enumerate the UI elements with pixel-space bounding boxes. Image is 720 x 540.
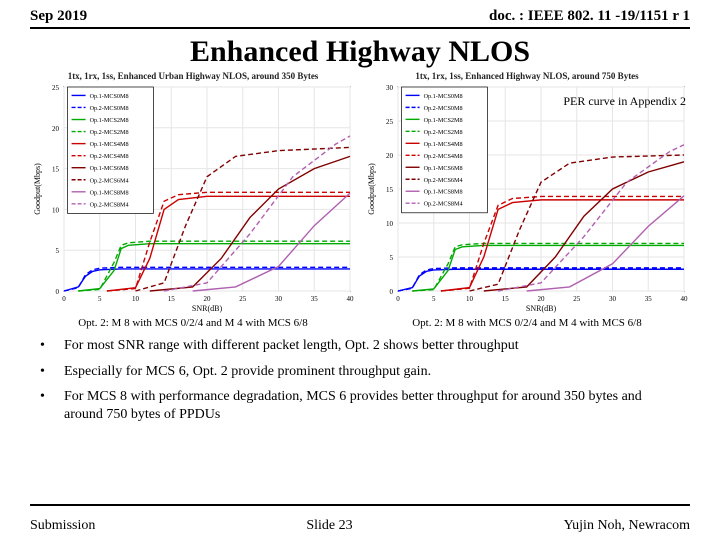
svg-text:35: 35 — [311, 295, 319, 303]
svg-text:Op.1-MCS6M8: Op.1-MCS6M8 — [90, 165, 129, 172]
svg-text:10: 10 — [386, 220, 394, 228]
svg-text:Op.1-MCS4M8: Op.1-MCS4M8 — [424, 141, 463, 148]
svg-text:Op.1-MCS2M8: Op.1-MCS2M8 — [90, 117, 129, 124]
svg-text:20: 20 — [204, 295, 212, 303]
bullet-item: • For MCS 8 with performance degradation… — [40, 388, 680, 423]
svg-text:0: 0 — [390, 288, 394, 296]
svg-text:20: 20 — [52, 125, 60, 133]
svg-text:Op.1-MCS4M8: Op.1-MCS4M8 — [90, 141, 129, 148]
svg-text:15: 15 — [52, 166, 60, 174]
svg-text:40: 40 — [347, 295, 355, 303]
svg-text:Op.2-MCS4M8: Op.2-MCS4M8 — [90, 153, 129, 160]
header-date: Sep 2019 — [30, 8, 87, 25]
footer-right: Yujin Noh, Newracom — [564, 518, 690, 534]
svg-text:0: 0 — [396, 295, 400, 303]
svg-text:25: 25 — [239, 295, 247, 303]
svg-text:Goodput(Mbps): Goodput(Mbps) — [33, 163, 42, 215]
chart-right-wrap: 1tx, 1rx, 1ss, Enhanced Highway NLOS, ar… — [364, 71, 690, 329]
bullet-text: Especially for MCS 6, Opt. 2 provide pro… — [64, 363, 431, 381]
chart-left-title: 1tx, 1rx, 1ss, Enhanced Urban Highway NL… — [30, 71, 356, 81]
svg-text:30: 30 — [275, 295, 283, 303]
header-rule — [30, 27, 690, 29]
svg-text:10: 10 — [132, 295, 140, 303]
svg-text:0: 0 — [62, 295, 66, 303]
bullet-item: • Especially for MCS 6, Opt. 2 provide p… — [40, 363, 680, 381]
footer-rule — [30, 504, 690, 506]
svg-text:15: 15 — [502, 295, 510, 303]
svg-text:5: 5 — [432, 295, 436, 303]
svg-text:20: 20 — [538, 295, 546, 303]
svg-text:Op.1-MCS0M8: Op.1-MCS0M8 — [424, 93, 463, 100]
svg-text:25: 25 — [573, 295, 581, 303]
svg-text:Op.2-MCS4M8: Op.2-MCS4M8 — [424, 153, 463, 160]
svg-text:Op.1-MCS0M8: Op.1-MCS0M8 — [90, 93, 129, 100]
bullet-text: For MCS 8 with performance degradation, … — [64, 388, 680, 423]
svg-text:Op.2-MCS0M8: Op.2-MCS0M8 — [424, 105, 463, 112]
bullet-dot-icon: • — [40, 363, 64, 381]
svg-text:Op.2-MCS8M4: Op.2-MCS8M4 — [90, 201, 129, 208]
svg-text:30: 30 — [609, 295, 617, 303]
bullet-dot-icon: • — [40, 388, 64, 423]
svg-text:15: 15 — [386, 186, 394, 194]
chart-right-caption: Opt. 2: M 8 with MCS 0/2/4 and M 4 with … — [364, 317, 690, 329]
svg-text:40: 40 — [681, 295, 689, 303]
svg-text:Op.1-MCS2M8: Op.1-MCS2M8 — [424, 117, 463, 124]
svg-text:Op.1-MCS6M8: Op.1-MCS6M8 — [424, 165, 463, 172]
svg-text:0: 0 — [56, 288, 60, 296]
svg-text:5: 5 — [98, 295, 102, 303]
right-chart: 0 5 10 15 20 25 30 35 40 0 5 10 15 20 25 30 SNR(dB) Goodp… — [364, 83, 690, 315]
bullet-dot-icon: • — [40, 337, 64, 355]
svg-text:10: 10 — [52, 206, 60, 214]
svg-text:5: 5 — [390, 254, 394, 262]
chart-left-caption: Opt. 2: M 8 with MCS 0/2/4 and M 4 with … — [30, 317, 356, 329]
svg-text:5: 5 — [56, 247, 60, 255]
svg-text:SNR(dB): SNR(dB) — [526, 304, 557, 313]
left-chart: 0 5 10 15 20 25 30 35 40 0 5 10 15 20 25 SNR(dB) Goodput… — [30, 83, 356, 315]
svg-text:35: 35 — [645, 295, 653, 303]
svg-text:Op.2-MCS8M4: Op.2-MCS8M4 — [424, 201, 463, 208]
page-title: Enhanced Highway NLOS — [0, 35, 720, 69]
svg-text:15: 15 — [168, 295, 176, 303]
appendix-note: PER curve in Appendix 2 — [563, 94, 686, 109]
svg-text:Op.2-MCS2M8: Op.2-MCS2M8 — [90, 129, 129, 136]
slide-header: Sep 2019 doc. : IEEE 802. 11 -19/1151 r … — [0, 0, 720, 27]
svg-text:Op.2-MCS2M8: Op.2-MCS2M8 — [424, 129, 463, 136]
svg-text:25: 25 — [386, 118, 394, 126]
svg-text:Op.2-MCS6M4: Op.2-MCS6M4 — [424, 177, 463, 184]
svg-text:20: 20 — [386, 152, 394, 160]
chart-left-wrap: 1tx, 1rx, 1ss, Enhanced Urban Highway NL… — [30, 71, 356, 329]
bullet-text: For most SNR range with different packet… — [64, 337, 519, 355]
chart-right-title: 1tx, 1rx, 1ss, Enhanced Highway NLOS, ar… — [364, 71, 690, 81]
slide-footer: Submission Slide 23 Yujin Noh, Newracom — [0, 518, 720, 534]
svg-text:Op.1-MCS8M8: Op.1-MCS8M8 — [424, 189, 463, 196]
svg-text:Op.2-MCS6M4: Op.2-MCS6M4 — [90, 177, 129, 184]
svg-text:10: 10 — [466, 295, 474, 303]
svg-text:25: 25 — [52, 84, 60, 92]
bullet-list: • For most SNR range with different pack… — [0, 329, 720, 423]
svg-text:Op.1-MCS8M8: Op.1-MCS8M8 — [90, 189, 129, 196]
bullet-item: • For most SNR range with different pack… — [40, 337, 680, 355]
footer-center: Slide 23 — [306, 518, 352, 534]
svg-text:Op.2-MCS0M8: Op.2-MCS0M8 — [90, 105, 129, 112]
svg-text:SNR(dB): SNR(dB) — [192, 304, 223, 313]
footer-left: Submission — [30, 518, 95, 534]
svg-text:30: 30 — [386, 84, 394, 92]
header-docid: doc. : IEEE 802. 11 -19/1151 r 1 — [489, 8, 690, 25]
svg-text:Goodput(Mbps): Goodput(Mbps) — [367, 163, 376, 215]
